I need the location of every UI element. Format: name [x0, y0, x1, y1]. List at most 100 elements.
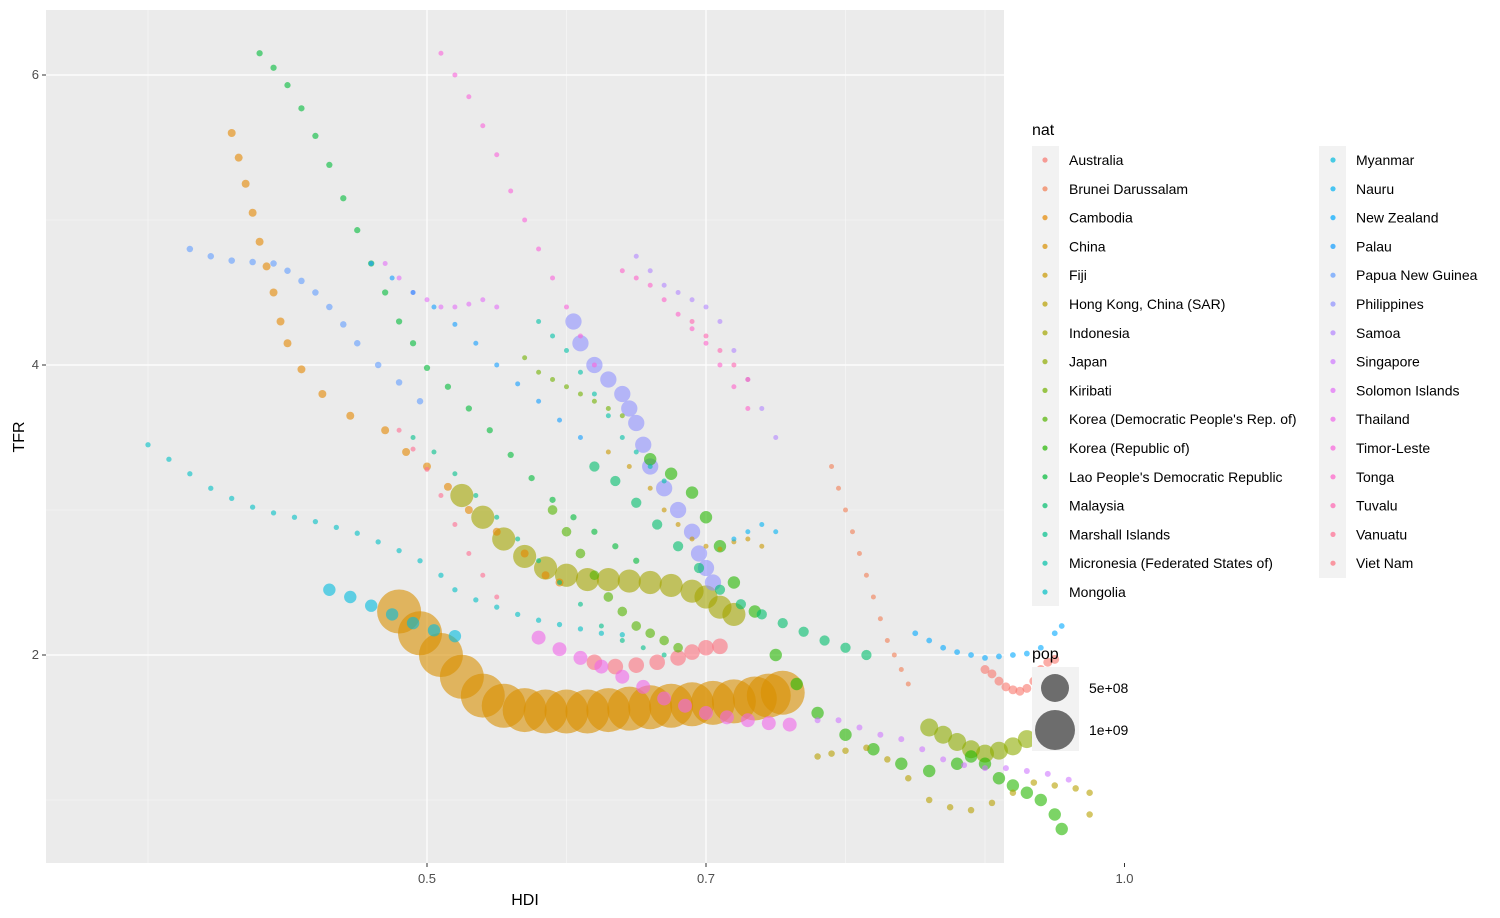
- data-point: [773, 529, 779, 535]
- data-point: [661, 507, 667, 513]
- data-point: [619, 413, 625, 419]
- data-point: [229, 495, 235, 502]
- y-tick-label: 6: [32, 67, 39, 82]
- legend-label: Australia: [1069, 152, 1124, 168]
- legend-key: [1042, 387, 1048, 393]
- data-point: [777, 617, 788, 629]
- data-point: [631, 497, 642, 508]
- data-point: [494, 514, 500, 520]
- data-point: [550, 377, 556, 382]
- legend-key: [1042, 503, 1048, 509]
- data-point: [782, 717, 797, 732]
- data-point: [448, 629, 462, 643]
- data-point: [368, 261, 374, 266]
- data-point: [594, 659, 609, 674]
- data-point: [466, 301, 472, 307]
- y-axis-ticks: 2 4 6: [32, 67, 46, 662]
- y-tick-label: 2: [32, 647, 39, 662]
- legend-key: [1330, 157, 1336, 163]
- data-point: [621, 400, 638, 417]
- data-point: [759, 543, 765, 549]
- data-point: [531, 630, 546, 645]
- size-legend: 5e+08 1e+09: [1032, 667, 1129, 751]
- data-point: [912, 630, 919, 637]
- data-point: [466, 94, 472, 100]
- legend-label: Mongolia: [1069, 584, 1126, 600]
- data-point: [466, 551, 472, 556]
- data-point: [1043, 657, 1053, 667]
- data-point: [276, 317, 285, 326]
- data-point: [759, 406, 765, 411]
- data-point: [633, 253, 639, 259]
- data-point: [619, 435, 625, 440]
- data-point: [657, 691, 672, 706]
- data-point: [735, 599, 747, 610]
- data-point: [228, 257, 235, 264]
- data-point: [661, 282, 667, 288]
- data-point: [693, 562, 705, 574]
- data-point: [923, 764, 936, 778]
- data-point: [396, 275, 402, 281]
- data-point: [856, 551, 862, 556]
- data-point: [635, 436, 652, 453]
- data-point: [967, 806, 975, 814]
- data-point: [659, 635, 669, 646]
- data-point: [842, 747, 849, 754]
- data-point: [714, 584, 726, 595]
- data-point: [717, 319, 723, 324]
- data-point: [964, 750, 978, 763]
- data-point: [249, 258, 256, 266]
- legend-key: [1330, 272, 1336, 278]
- data-point: [1009, 789, 1017, 797]
- data-point: [409, 340, 417, 347]
- data-point: [745, 536, 751, 542]
- legend-label: Viet Nam: [1356, 555, 1413, 571]
- data-point: [1023, 650, 1030, 657]
- data-point: [262, 262, 271, 271]
- data-point: [402, 448, 411, 456]
- data-point: [717, 546, 723, 552]
- size-legend-label: 1e+09: [1089, 722, 1129, 738]
- data-point: [591, 391, 597, 397]
- data-point: [444, 383, 452, 390]
- data-point: [452, 321, 458, 327]
- data-point: [573, 650, 588, 665]
- data-point: [186, 245, 194, 253]
- data-point: [550, 275, 556, 281]
- legend-label: Solomon Islands: [1356, 382, 1460, 398]
- data-point: [298, 105, 305, 112]
- data-point: [480, 572, 486, 578]
- data-point: [1002, 765, 1009, 772]
- data-point: [241, 179, 250, 188]
- data-point: [703, 543, 709, 549]
- data-point: [575, 548, 586, 559]
- data-point: [659, 573, 683, 597]
- legend-key: [1330, 186, 1336, 192]
- data-point: [719, 710, 734, 725]
- data-point: [1001, 682, 1011, 692]
- data-point: [591, 528, 598, 535]
- data-point: [636, 679, 651, 694]
- data-point: [626, 464, 632, 469]
- data-point: [438, 304, 444, 310]
- data-point: [605, 449, 611, 455]
- legend-label: Singapore: [1356, 354, 1420, 370]
- data-point: [745, 529, 751, 535]
- legend-key: [1330, 301, 1336, 307]
- data-point: [867, 743, 880, 756]
- data-point: [565, 313, 582, 330]
- data-point: [416, 397, 424, 405]
- y-tick-label: 4: [32, 357, 39, 372]
- legend-label: Tonga: [1356, 469, 1394, 485]
- legend-label: Vanuatu: [1356, 526, 1407, 542]
- data-point: [452, 522, 458, 527]
- data-point: [1065, 776, 1072, 783]
- data-point: [884, 756, 891, 763]
- data-point: [318, 390, 327, 398]
- data-point: [685, 486, 699, 499]
- data-point: [535, 617, 542, 623]
- data-point: [760, 670, 805, 715]
- legend-label: Nauru: [1356, 181, 1394, 197]
- legend-label: Indonesia: [1069, 325, 1130, 341]
- data-point: [836, 485, 842, 491]
